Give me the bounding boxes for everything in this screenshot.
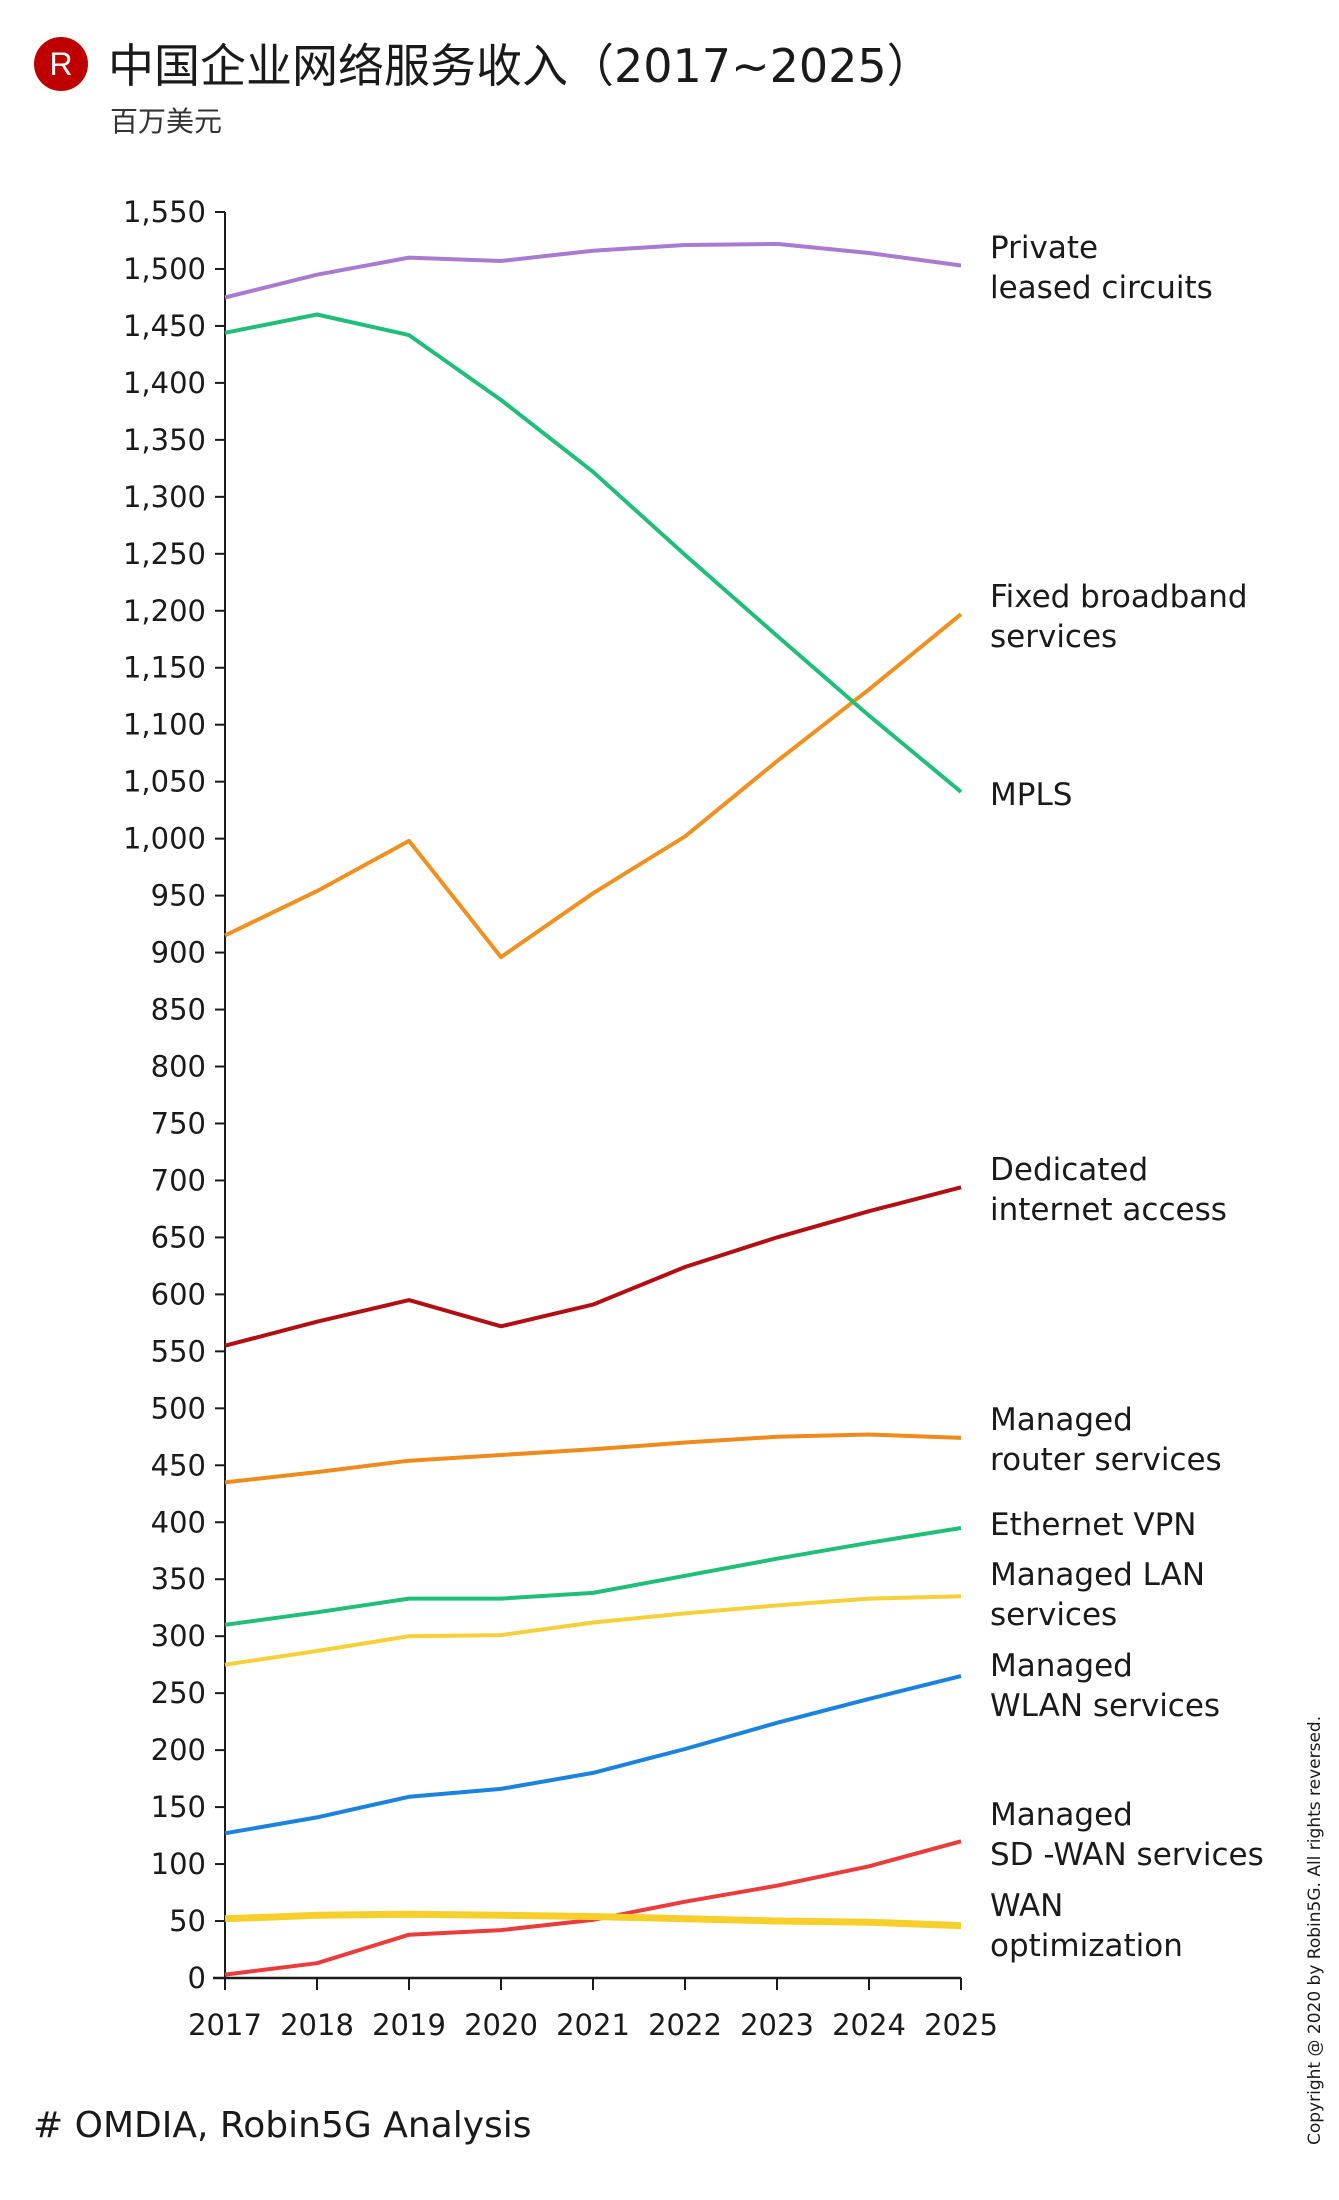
unit-subtitle: 百万美元 — [110, 105, 223, 138]
chart-title: 中国企业网络服务收入（2017~2025） — [108, 39, 933, 93]
series-label-line: services — [990, 619, 1117, 655]
series-labels: Private leased circuits Fixed broadband ser… — [990, 230, 1264, 1964]
series-label-line: WAN — [990, 1888, 1063, 1924]
series-label-line: SD -WAN services — [990, 1837, 1264, 1873]
series-label: WAN optimization — [990, 1888, 1183, 1964]
y-tick-label: 450 — [151, 1448, 206, 1482]
y-tick-label: 400 — [151, 1505, 206, 1539]
y-tick-label: 600 — [151, 1277, 206, 1311]
series-label: Managed LAN services — [990, 1557, 1205, 1633]
series-line-managed-sd-wan-services — [224, 1839, 962, 1977]
series-label-line: router services — [990, 1442, 1222, 1478]
series-label-line: internet access — [990, 1192, 1227, 1228]
x-tick-label: 2018 — [280, 2008, 354, 2042]
y-tick-label: 250 — [151, 1676, 206, 1710]
y-tick-label: 100 — [151, 1847, 206, 1881]
series-label: MPLS — [990, 777, 1072, 813]
x-tick-label: 2022 — [648, 2008, 722, 2042]
series-label-line: Private — [990, 230, 1098, 266]
series-label-line: WLAN services — [990, 1688, 1220, 1724]
y-tick-label: 500 — [151, 1391, 206, 1425]
y-tick-label: 0 — [188, 1961, 206, 1995]
y-tick-label: 550 — [151, 1334, 206, 1368]
series-line-managed-router-services — [224, 1432, 962, 1485]
y-tick-label: 1,250 — [123, 537, 206, 571]
series-label-line: Ethernet VPN — [990, 1507, 1196, 1543]
y-tick-label: 800 — [151, 1050, 206, 1084]
y-tick-label: 1,450 — [123, 309, 206, 343]
y-tick-label: 1,300 — [123, 480, 206, 514]
y-tick-label: 150 — [151, 1790, 206, 1824]
x-tick-label: 2023 — [740, 2008, 814, 2042]
y-tick-label: 1,000 — [123, 822, 206, 856]
series-label: Managed WLAN services — [990, 1648, 1220, 1724]
series-label: Managed router services — [990, 1402, 1222, 1478]
robin5g-logo-icon: R — [34, 37, 88, 91]
y-tick-label: 900 — [151, 936, 206, 970]
series-lines — [224, 241, 963, 1977]
series-label-line: leased circuits — [990, 270, 1213, 306]
y-tick-label: 50 — [169, 1904, 206, 1938]
y-tick-label: 750 — [151, 1106, 206, 1140]
series-line-mpls — [224, 312, 963, 794]
y-tick-label: 1,050 — [123, 765, 206, 799]
series-label-line: Dedicated — [990, 1152, 1148, 1188]
series-label-line: Managed — [990, 1797, 1133, 1833]
series-line-private-leased-circuits — [224, 241, 962, 300]
y-tick-label: 1,100 — [123, 708, 206, 742]
series-line-ethernet-vpn — [224, 1526, 962, 1627]
series-line-managed-lan-services — [224, 1594, 962, 1667]
x-tick-label: 2024 — [832, 2008, 906, 2042]
series-label-line: services — [990, 1597, 1117, 1633]
series-label: Managed SD -WAN services — [990, 1797, 1264, 1873]
y-tick-label: 200 — [151, 1733, 206, 1767]
axes: 0 50 100 150 200 250 300 350 400 450 500 550 600 650 7… — [123, 195, 998, 2042]
x-tick-label: 2019 — [372, 2008, 446, 2042]
series-label: Fixed broadband services — [990, 579, 1248, 655]
y-tick-label: 1,200 — [123, 594, 206, 628]
series-label-line: Managed — [990, 1402, 1133, 1438]
series-label: Ethernet VPN — [990, 1507, 1196, 1543]
y-tick-label: 700 — [151, 1163, 206, 1197]
x-tick-label: 2021 — [556, 2008, 630, 2042]
y-tick-label: 1,550 — [123, 195, 206, 229]
series-label-line: Managed — [990, 1648, 1133, 1684]
y-tick-label: 950 — [151, 879, 206, 913]
series-line-fixed-broadband-services — [224, 612, 963, 960]
series-line-managed-wlan-services — [224, 1674, 962, 1836]
y-tick-label: 1,150 — [123, 651, 206, 685]
series-line-dedicated-internet-access — [224, 1185, 962, 1348]
y-tick-label: 350 — [151, 1562, 206, 1596]
y-tick-label: 1,350 — [123, 423, 206, 457]
y-tick-label: 1,500 — [123, 252, 206, 286]
series-label-line: Managed LAN — [990, 1557, 1205, 1593]
x-tick-label: 2025 — [924, 2008, 998, 2042]
series-label-line: MPLS — [990, 777, 1072, 813]
series-label: Private leased circuits — [990, 230, 1213, 306]
series-label-line: Fixed broadband — [990, 579, 1248, 615]
series-label-line: optimization — [990, 1928, 1183, 1964]
y-tick-label: 850 — [151, 993, 206, 1027]
y-tick-label: 650 — [151, 1220, 206, 1254]
source-note: # OMDIA, Robin5G Analysis — [33, 2105, 532, 2146]
x-tick-label: 2020 — [464, 2008, 538, 2042]
series-line-wan-optimization — [224, 1910, 962, 1930]
y-tick-label: 1,400 — [123, 366, 206, 400]
copyright-note: Copyright @ 2020 by Robin5G. All rights … — [1305, 1715, 1325, 2145]
series-label: Dedicated internet access — [990, 1152, 1227, 1228]
x-tick-label: 2017 — [188, 2008, 262, 2042]
y-tick-label: 300 — [151, 1619, 206, 1653]
